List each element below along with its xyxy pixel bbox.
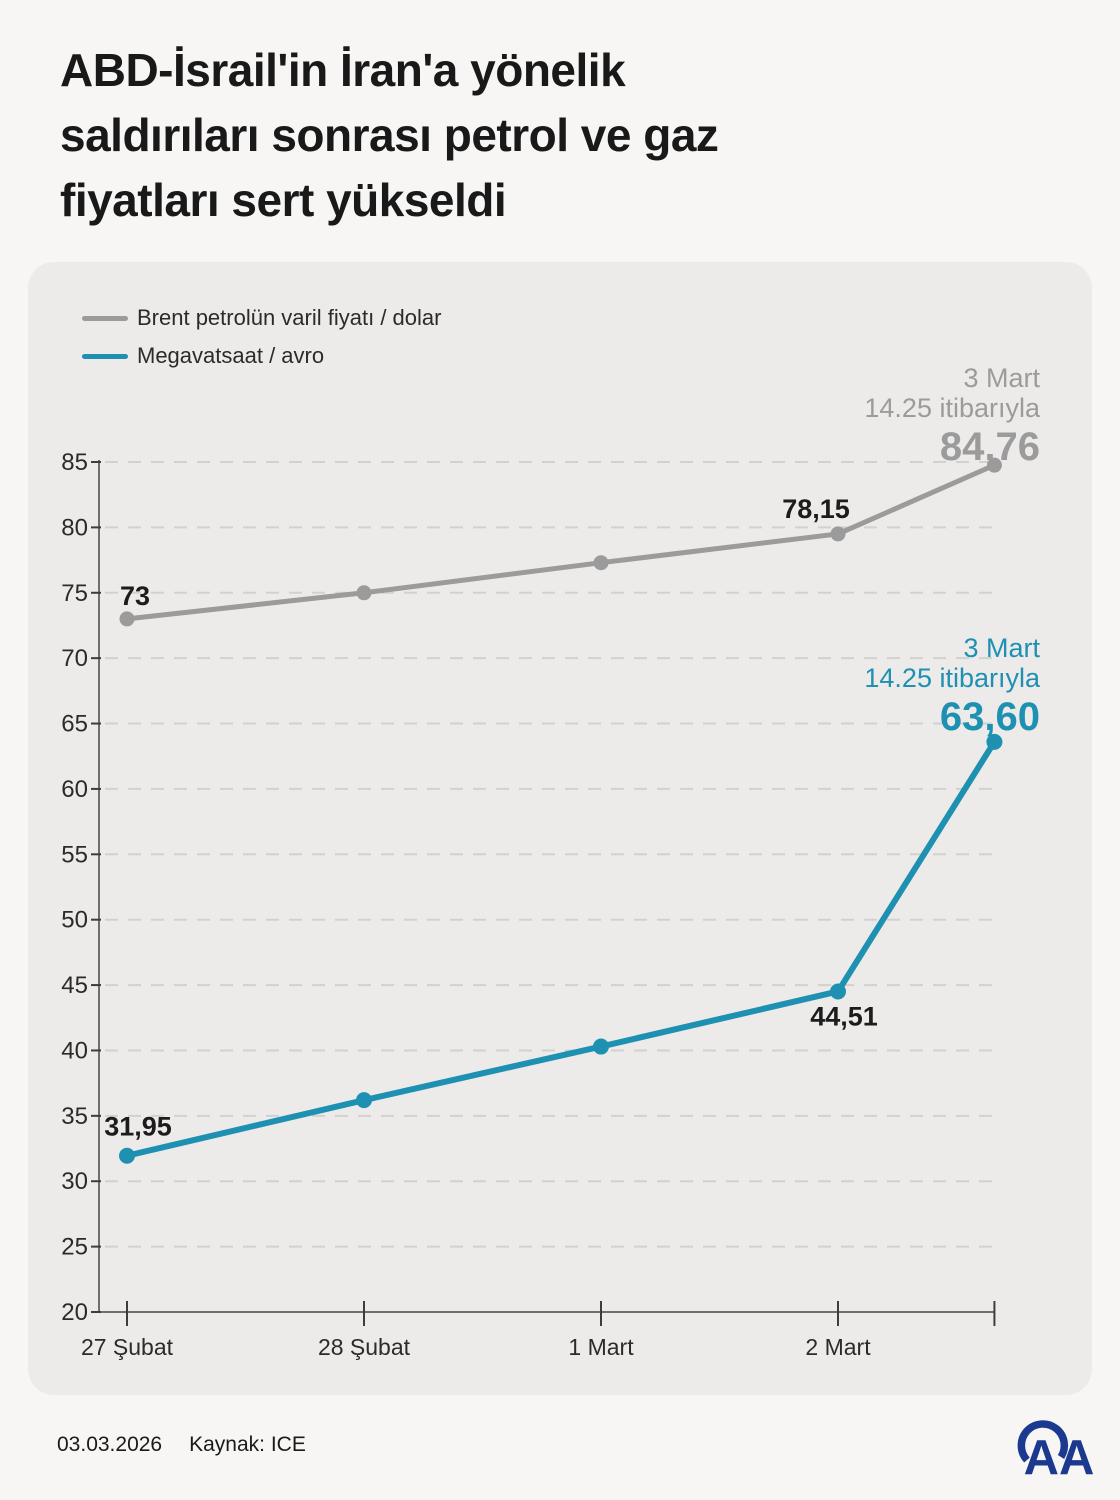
annotation-gas-time: 14.25 itibarıyla — [864, 663, 1040, 693]
series-line-brent — [124, 462, 997, 622]
footer-source: Kaynak: ICE — [189, 1433, 306, 1456]
legend-item-megawatt: Megavatsaat / avro — [82, 342, 441, 370]
legend-swatch-brent-line-icon — [82, 315, 128, 321]
annotation-brent-value: 84,76 — [939, 425, 1040, 469]
legend-label-brent: Brent petrolün varil fiyatı / dolar — [137, 305, 442, 330]
data-point-label: 44,51 — [810, 1001, 878, 1031]
y-axis-label: 20 — [61, 1299, 88, 1326]
annotation-brent-date: 3 Mart — [963, 363, 1040, 393]
data-point — [593, 555, 609, 571]
annotation-gas-value: 63,60 — [939, 695, 1040, 739]
y-axis-label: 25 — [61, 1234, 88, 1261]
title-line-2: saldırıları sonrası petrol ve gaz — [60, 109, 719, 161]
data-point — [119, 611, 135, 627]
data-point-label: 73 — [120, 581, 150, 611]
y-axis-label: 55 — [61, 841, 88, 868]
data-point — [356, 585, 372, 601]
x-axis-label: 2 Mart — [805, 1334, 871, 1360]
chart-card — [28, 262, 1092, 1395]
y-axis-label: 80 — [61, 514, 88, 541]
legend-label-megawatt: Megavatsaat / avro — [137, 343, 325, 368]
y-axis-label: 75 — [61, 580, 88, 607]
y-axis-label: 60 — [61, 776, 88, 803]
svg-text:AA: AA — [1024, 1431, 1095, 1478]
axis-lines — [98, 460, 995, 1313]
series-line-megawatt — [124, 738, 998, 1159]
annotation-gas-date: 3 Mart — [963, 633, 1040, 663]
title-line-3: fiyatları sert yükseldi — [60, 174, 507, 226]
data-point-label: 78,15 — [782, 494, 850, 524]
data-point — [986, 733, 1003, 750]
y-axis-label: 40 — [61, 1037, 88, 1064]
aa-logo-icon: AA — [1017, 1420, 1095, 1485]
annotation-brent-latest: 3 Mart 14.25 itibarıyla 84,76 — [864, 363, 1040, 468]
y-axis-label: 50 — [61, 907, 88, 934]
footer: 03.03.2026 Kaynak: ICE — [57, 1433, 306, 1457]
data-point — [593, 1038, 609, 1055]
legend-swatch-megawatt-line-icon — [82, 353, 128, 359]
chart-legend: Brent petrolün varil fiyatı / dolar Mega… — [82, 304, 441, 370]
y-axis-label: 65 — [61, 711, 88, 738]
data-point-label: 31,95 — [104, 1112, 172, 1142]
x-axis-label: 27 Şubat — [81, 1334, 174, 1360]
data-point — [356, 1092, 372, 1109]
annotation-gas-latest: 3 Mart 14.25 itibarıyla 63,60 — [864, 633, 1040, 738]
y-axis-label: 30 — [61, 1168, 88, 1195]
x-axis-label: 28 Şubat — [318, 1334, 411, 1360]
aa-logo: AA — [1014, 1412, 1102, 1485]
data-point — [830, 983, 846, 1000]
x-axis-label: 1 Mart — [568, 1334, 634, 1360]
title-line-1: ABD-İsrail'in İran'a yönelik — [60, 44, 626, 96]
data-point — [986, 457, 1002, 473]
y-axis-label: 35 — [61, 1103, 88, 1130]
y-axis-label: 70 — [61, 645, 88, 672]
y-axis-label: 85 — [61, 449, 88, 476]
page-title: ABD-İsrail'in İran'a yönelik saldırıları … — [60, 38, 719, 233]
data-point — [830, 526, 846, 542]
footer-date: 03.03.2026 — [57, 1433, 163, 1456]
annotation-brent-time: 14.25 itibarıyla — [864, 393, 1040, 423]
data-point — [119, 1147, 135, 1164]
y-axis-label: 45 — [61, 972, 88, 999]
legend-item-brent: Brent petrolün varil fiyatı / dolar — [82, 304, 441, 332]
